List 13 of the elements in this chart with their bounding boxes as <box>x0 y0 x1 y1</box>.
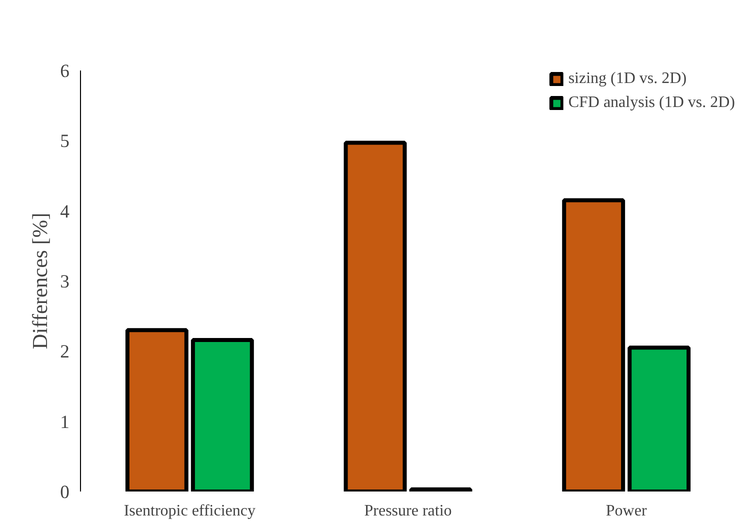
y-tick-label: 5 <box>60 131 70 152</box>
y-axis-title: Differences [%] <box>28 212 52 350</box>
legend-label: CFD analysis (1D vs. 2D) <box>568 94 735 112</box>
x-tick-label: Power <box>606 502 648 520</box>
legend-label: sizing (1D vs. 2D) <box>568 70 687 88</box>
x-tick-label: Pressure ratio <box>364 502 452 520</box>
y-tick-label: 2 <box>60 342 70 363</box>
y-tick-label: 3 <box>60 272 70 292</box>
x-tick-label: Isentropic efficiency <box>124 502 256 520</box>
y-tick-label: 4 <box>60 201 70 222</box>
y-tick-label: 1 <box>60 412 70 433</box>
y-tick-label: 0 <box>60 482 70 503</box>
y-tick-label: 6 <box>60 61 70 82</box>
